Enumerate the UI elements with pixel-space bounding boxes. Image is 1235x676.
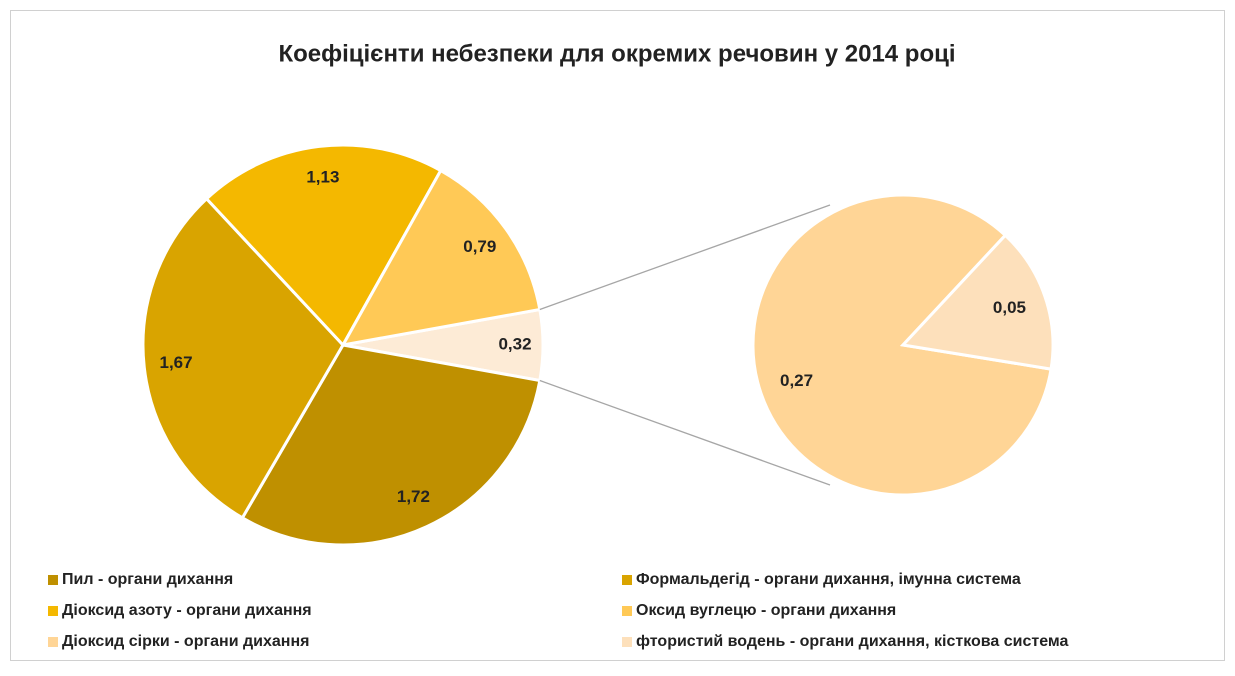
data-label: 0,27 xyxy=(780,371,813,390)
pie-slice xyxy=(141,196,345,520)
legend-label: Діоксид азоту - органи дихання xyxy=(62,602,312,619)
connector-line xyxy=(539,204,831,311)
legend-swatch xyxy=(48,637,58,647)
legend-swatch xyxy=(622,575,632,585)
legend-label: Оксид вуглецю - органи дихання xyxy=(636,602,896,619)
legend-label: Пил - органи дихання xyxy=(62,571,233,588)
data-label: 1,67 xyxy=(159,353,192,372)
legend-label: Формальдегід - органи дихання, імунна си… xyxy=(636,571,1021,588)
data-label: 0,79 xyxy=(463,237,496,256)
pie-slice xyxy=(340,168,542,348)
chart-title: Коефіцієнти небезпеки для окремих речови… xyxy=(278,40,955,67)
data-label: 0,05 xyxy=(993,298,1026,317)
pie-slice xyxy=(204,143,443,348)
pie-slice xyxy=(899,233,1055,371)
legend-swatch xyxy=(622,637,632,647)
legend-swatch xyxy=(48,575,58,585)
legend-label: Діоксид сірки - органи дихання xyxy=(62,633,309,650)
legend-swatch xyxy=(48,606,58,616)
legend-label: фтористий водень - органи дихання, кістк… xyxy=(636,633,1069,650)
legend-swatch xyxy=(622,606,632,616)
data-label: 1,72 xyxy=(397,487,430,506)
pie-slice xyxy=(240,343,542,547)
data-label: 1,13 xyxy=(306,168,339,187)
data-label: 0,32 xyxy=(498,334,531,353)
connector-line xyxy=(539,379,831,486)
